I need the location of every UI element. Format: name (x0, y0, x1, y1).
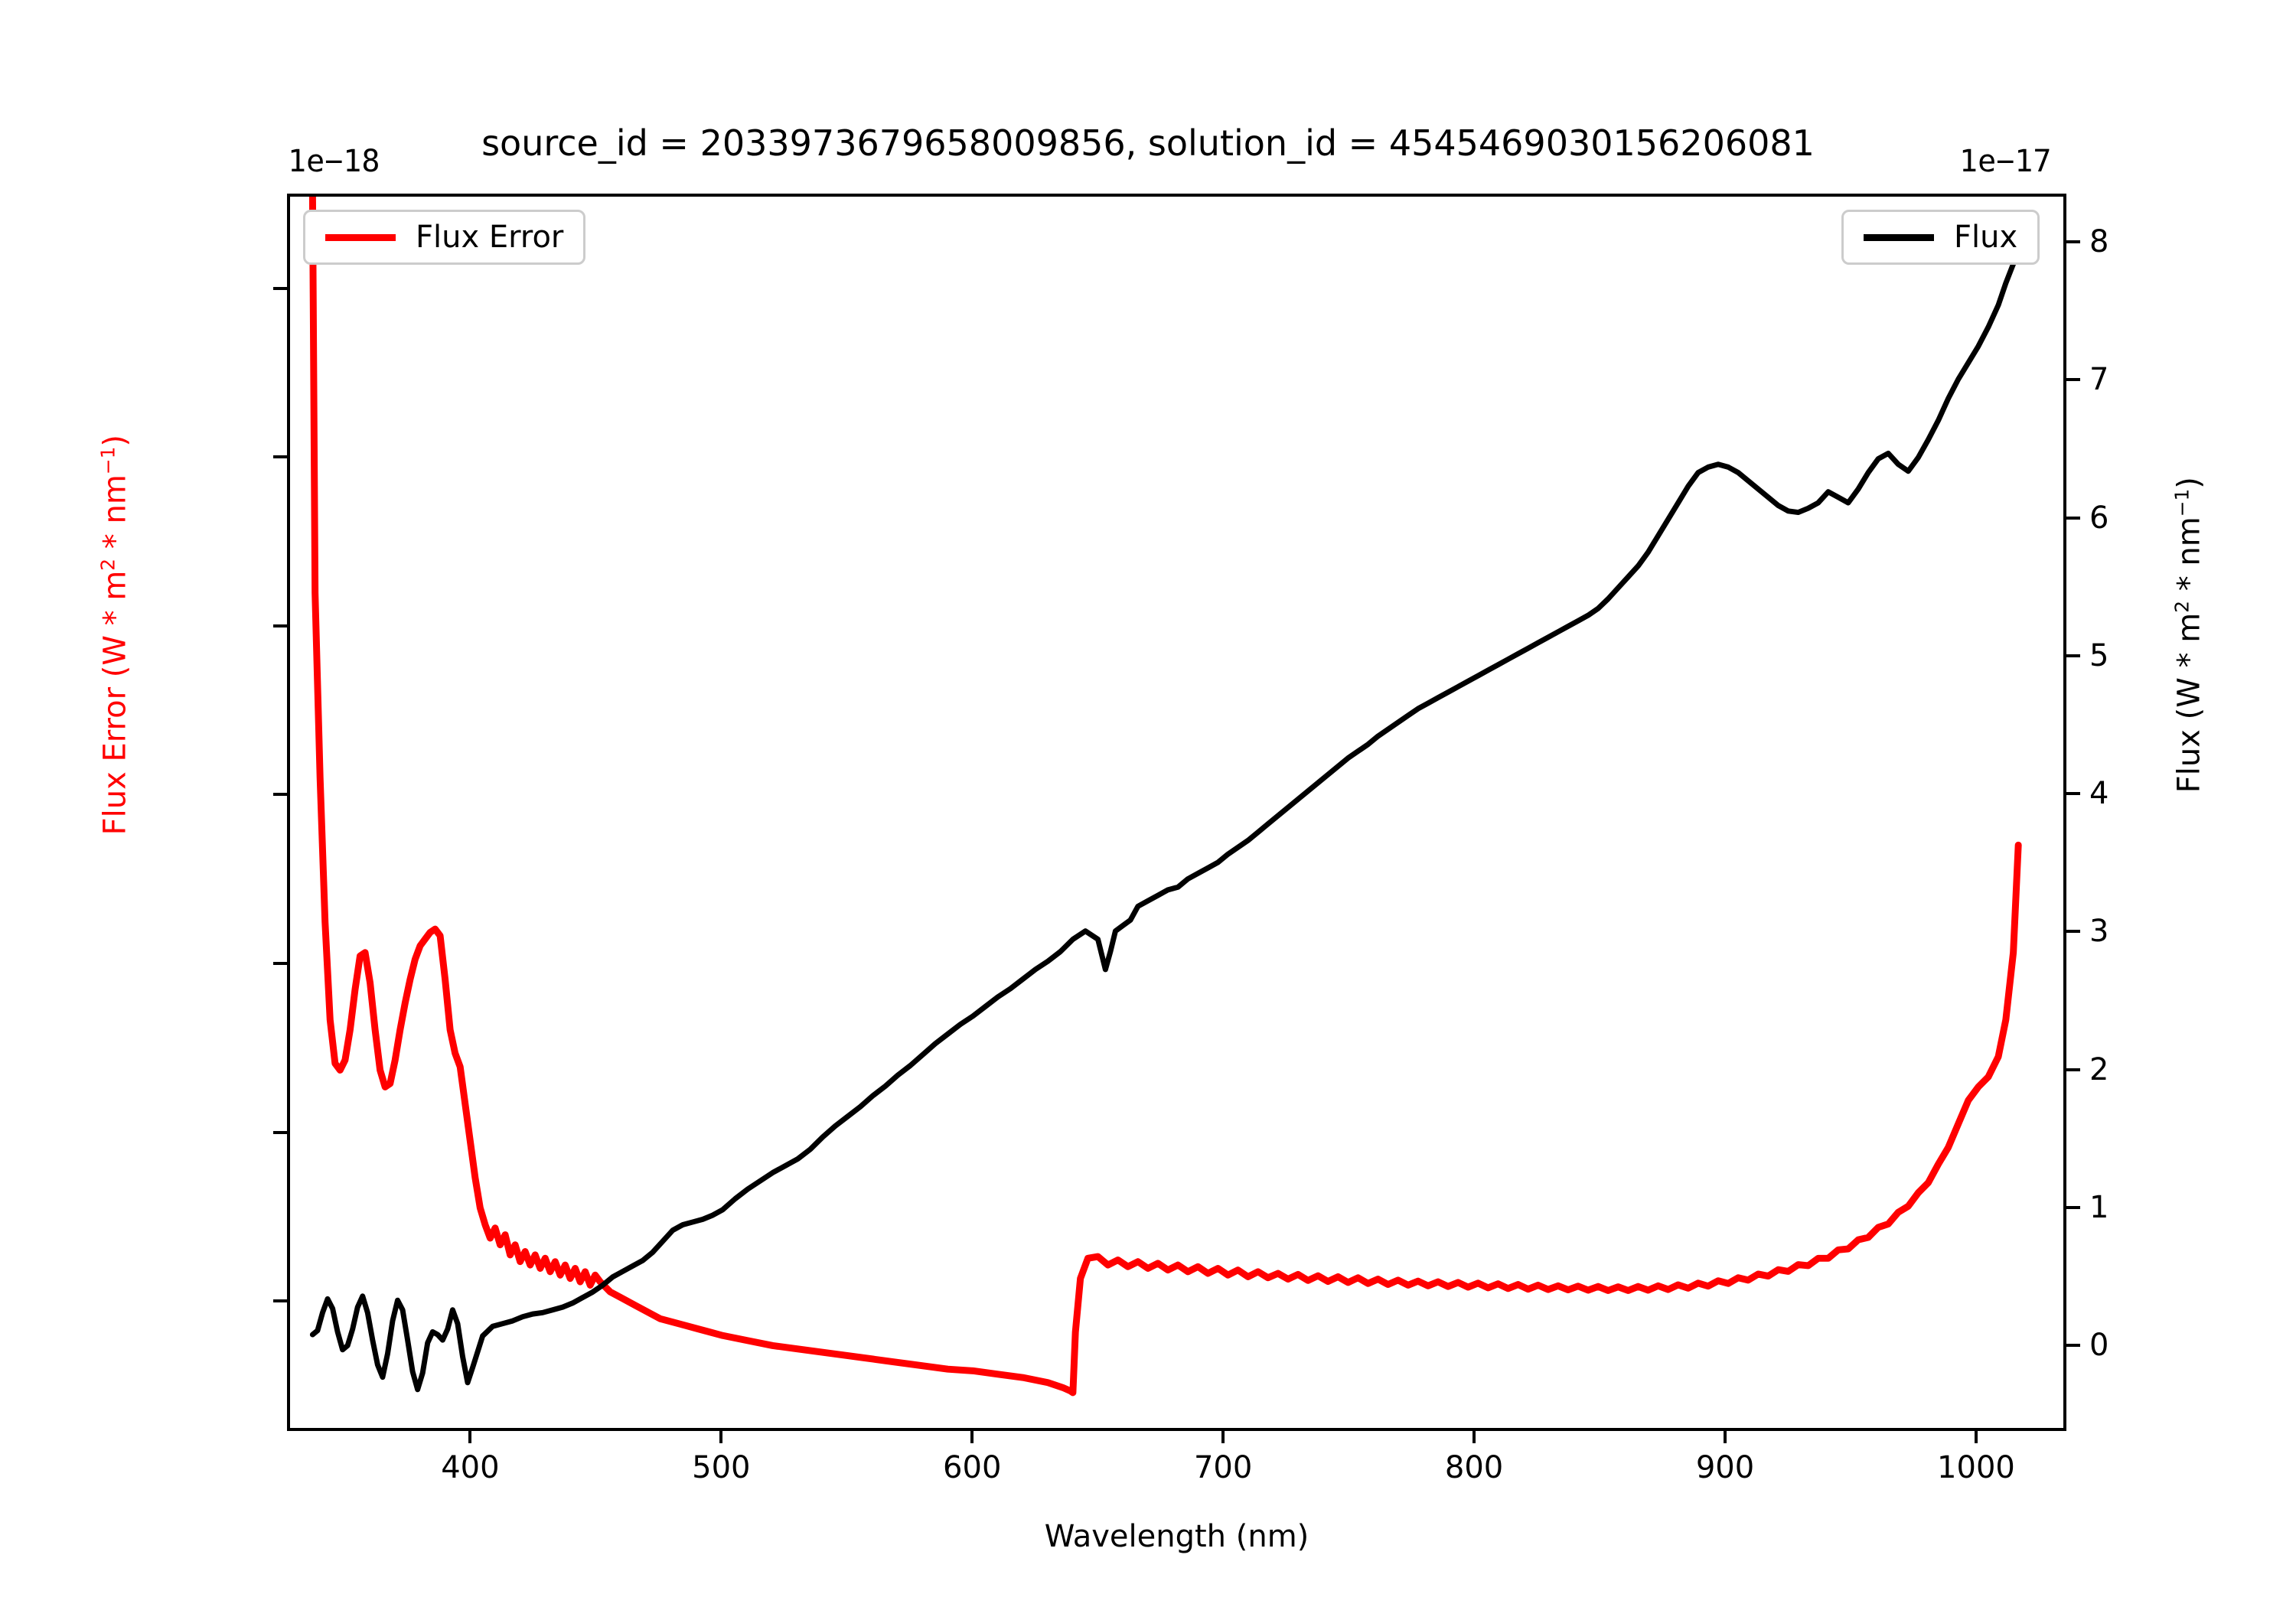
y-tick-label-right-7: 7 (2089, 362, 2109, 398)
y-tick-mark-left-0 (273, 1299, 287, 1303)
y-tick-label-right-1: 1 (2089, 1189, 2109, 1225)
y-tick-mark-right-0 (2066, 1344, 2080, 1348)
left-axis-label: Flux Error (W * m2 * nm−1) (96, 291, 132, 980)
x-tick-mark-6 (1974, 1429, 1978, 1443)
right-axis-label-exp2: −1 (2170, 488, 2193, 517)
y-tick-mark-right-6 (2066, 516, 2080, 520)
left-axis-offset-text: 1e−18 (288, 144, 380, 179)
x-tick-label-3: 700 (1193, 1450, 1253, 1485)
y-tick-mark-right-3 (2066, 930, 2080, 934)
x-tick-mark-1 (719, 1429, 723, 1443)
legend-flux-error-label: Flux Error (416, 220, 564, 255)
x-tick-mark-2 (970, 1429, 974, 1443)
right-axis-label-exp1: 2 (2170, 601, 2193, 613)
y-tick-label-right-5: 5 (2089, 637, 2109, 673)
x-tick-mark-5 (1724, 1429, 1727, 1443)
y-tick-label-right-2: 2 (2089, 1051, 2109, 1087)
y-tick-mark-left-1 (273, 1130, 287, 1134)
legend-flux-error[interactable]: Flux Error (303, 210, 586, 265)
x-tick-label-5: 900 (1695, 1450, 1755, 1485)
legend-flux[interactable]: Flux (1841, 210, 2040, 265)
y-tick-label-right-4: 4 (2089, 776, 2109, 812)
right-axis-offset-text: 1e−17 (1959, 144, 2052, 179)
y-tick-mark-right-8 (2066, 240, 2080, 244)
left-axis-label-exp1: 2 (96, 558, 119, 571)
y-tick-label-right-0: 0 (2089, 1328, 2109, 1364)
flux-line (309, 247, 2021, 1393)
left-axis-label-mid: * nm (97, 474, 133, 559)
y-tick-mark-right-2 (2066, 1068, 2080, 1071)
left-axis-label-suffix: ) (97, 435, 133, 447)
right-axis-label-mid: * nm (2171, 517, 2207, 601)
legend-flux-swatch (1864, 233, 1934, 241)
x-tick-mark-0 (468, 1429, 472, 1443)
y-tick-mark-right-7 (2066, 378, 2080, 382)
legend-flux-label: Flux (1954, 220, 2018, 255)
y-tick-mark-left-6 (273, 286, 287, 290)
x-tick-label-2: 600 (943, 1450, 1002, 1485)
right-axis-label: Flux (W * m2 * nm−1) (2170, 291, 2206, 980)
flux-error-line (308, 197, 2022, 1397)
y-tick-mark-left-5 (273, 455, 287, 459)
plot-area (287, 194, 2066, 1431)
right-axis-label-prefix: Flux (W * m (2171, 612, 2207, 794)
left-axis-label-prefix: Flux Error (W * m (97, 570, 133, 836)
legend-flux-error-swatch (325, 233, 396, 241)
y-tick-label-right-3: 3 (2089, 914, 2109, 950)
right-axis-label-suffix: ) (2171, 477, 2207, 489)
x-tick-label-0: 400 (441, 1450, 500, 1485)
y-tick-mark-left-2 (273, 961, 287, 965)
curves-svg (308, 197, 2022, 1397)
y-tick-mark-right-5 (2066, 654, 2080, 657)
x-tick-label-6: 1000 (1937, 1450, 2015, 1485)
y-tick-label-right-8: 8 (2089, 224, 2109, 260)
x-tick-label-4: 800 (1444, 1450, 1504, 1485)
y-tick-mark-left-4 (273, 624, 287, 627)
plot-title: source_id = 2033973679658009856, solutio… (481, 122, 1815, 164)
y-tick-mark-left-3 (273, 793, 287, 797)
x-axis-label: Wavelength (nm) (1044, 1519, 1309, 1554)
left-axis-label-exp2: −1 (96, 446, 119, 475)
x-tick-mark-3 (1221, 1429, 1225, 1443)
y-tick-label-right-6: 6 (2089, 500, 2109, 536)
x-tick-mark-4 (1473, 1429, 1476, 1443)
y-tick-mark-right-1 (2066, 1205, 2080, 1209)
y-tick-mark-right-4 (2066, 792, 2080, 796)
x-tick-label-1: 500 (692, 1450, 751, 1485)
